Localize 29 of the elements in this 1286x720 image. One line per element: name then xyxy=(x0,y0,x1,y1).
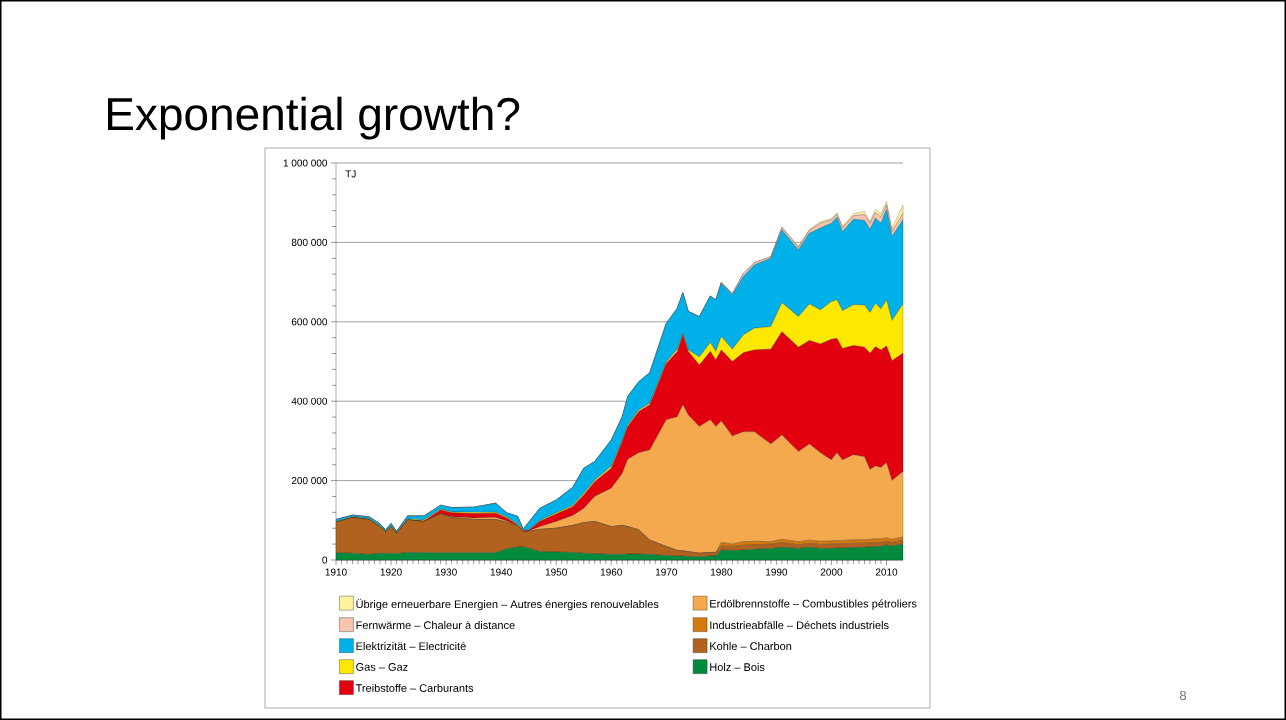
y-tick-label: 600 000 xyxy=(291,318,328,326)
y-tick-label: 400 000 xyxy=(291,397,328,405)
x-tick-label: 1990 xyxy=(766,568,788,576)
y-axis-title: TJ xyxy=(345,170,356,178)
legend-label: Kohle – Charbon xyxy=(710,641,792,651)
chart-title: Exponential growth? xyxy=(107,96,520,140)
legend-label: Holz – Bois xyxy=(710,662,765,672)
x-tick-label: 1920 xyxy=(380,568,402,576)
x-tick-label: 1960 xyxy=(600,568,622,576)
y-tick-label: 200 000 xyxy=(291,477,328,485)
legend-label: Treibstoffe – Carburants xyxy=(355,683,474,692)
x-tick-label: 1950 xyxy=(545,568,567,576)
legend-label: Gas – Gaz xyxy=(356,663,408,671)
y-tick-label: 1 000 000 xyxy=(283,159,328,167)
x-tick-label: 1970 xyxy=(655,568,678,576)
legend-label: Elektrizität – Electricité xyxy=(356,641,466,651)
legend-label: Fernwärme – Chaleur à distance xyxy=(356,620,515,630)
text: 8 xyxy=(1179,690,1187,701)
x-tick-label: 1980 xyxy=(710,568,733,576)
y-tick-label: 800 000 xyxy=(291,238,328,246)
x-tick-label: 1930 xyxy=(435,568,457,576)
legend-label: Erdölbrennstoffe – Combustibles pétroliers xyxy=(710,599,917,610)
y-tick-label: 0 xyxy=(322,556,328,564)
legend-label: Übrige erneuerbare Energien – Autres énergies renouvelables xyxy=(356,598,659,611)
x-tick-label: 2010 xyxy=(875,568,898,576)
legend-label: Industrieabfälle – Déchets industriels xyxy=(710,620,889,630)
x-tick-label: 1910 xyxy=(325,568,347,576)
x-tick-label: 2000 xyxy=(820,568,843,576)
x-tick-label: 1940 xyxy=(490,568,512,576)
